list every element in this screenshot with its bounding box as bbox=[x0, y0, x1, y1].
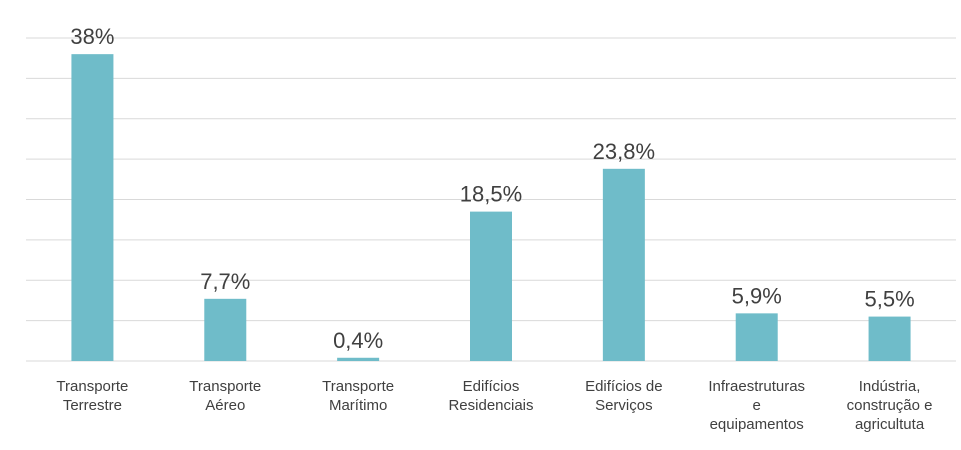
x-tick-label: Infraestruturas e equipamentos bbox=[708, 378, 806, 433]
bar bbox=[337, 357, 380, 361]
bar bbox=[470, 211, 512, 361]
x-tick-label: Edifícios Residenciais bbox=[448, 378, 534, 414]
data-label: 0,4% bbox=[333, 328, 383, 353]
bar bbox=[602, 168, 645, 361]
data-label: 38% bbox=[70, 24, 114, 49]
x-tick-label: Edifícios de Serviços bbox=[585, 378, 663, 414]
x-tick-label: Transporte Terrestre bbox=[56, 378, 129, 414]
bar bbox=[71, 54, 114, 362]
x-tick-label: Transporte Marítimo bbox=[322, 378, 395, 414]
x-tick-label: Transporte Aéreo bbox=[189, 378, 262, 414]
data-label: 18,5% bbox=[460, 182, 522, 207]
bar bbox=[735, 313, 778, 361]
data-label: 23,8% bbox=[593, 139, 655, 164]
bar bbox=[868, 316, 911, 361]
data-label: 7,7% bbox=[200, 269, 250, 294]
bar bbox=[204, 298, 247, 361]
x-tick-label: Indústria, construção e agricultuta bbox=[846, 378, 933, 433]
data-label: 5,9% bbox=[732, 283, 782, 308]
data-label: 5,5% bbox=[864, 287, 914, 312]
